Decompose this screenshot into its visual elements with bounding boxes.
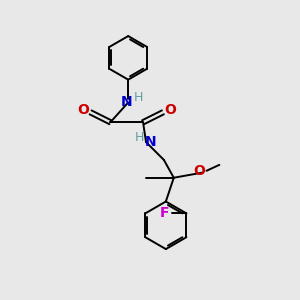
- Text: O: O: [78, 103, 90, 117]
- Text: O: O: [164, 103, 176, 117]
- Text: N: N: [145, 135, 157, 149]
- Text: O: O: [194, 164, 206, 178]
- Text: F: F: [160, 206, 169, 220]
- Text: N: N: [120, 95, 132, 110]
- Text: H: H: [134, 91, 143, 104]
- Text: H: H: [134, 130, 144, 144]
